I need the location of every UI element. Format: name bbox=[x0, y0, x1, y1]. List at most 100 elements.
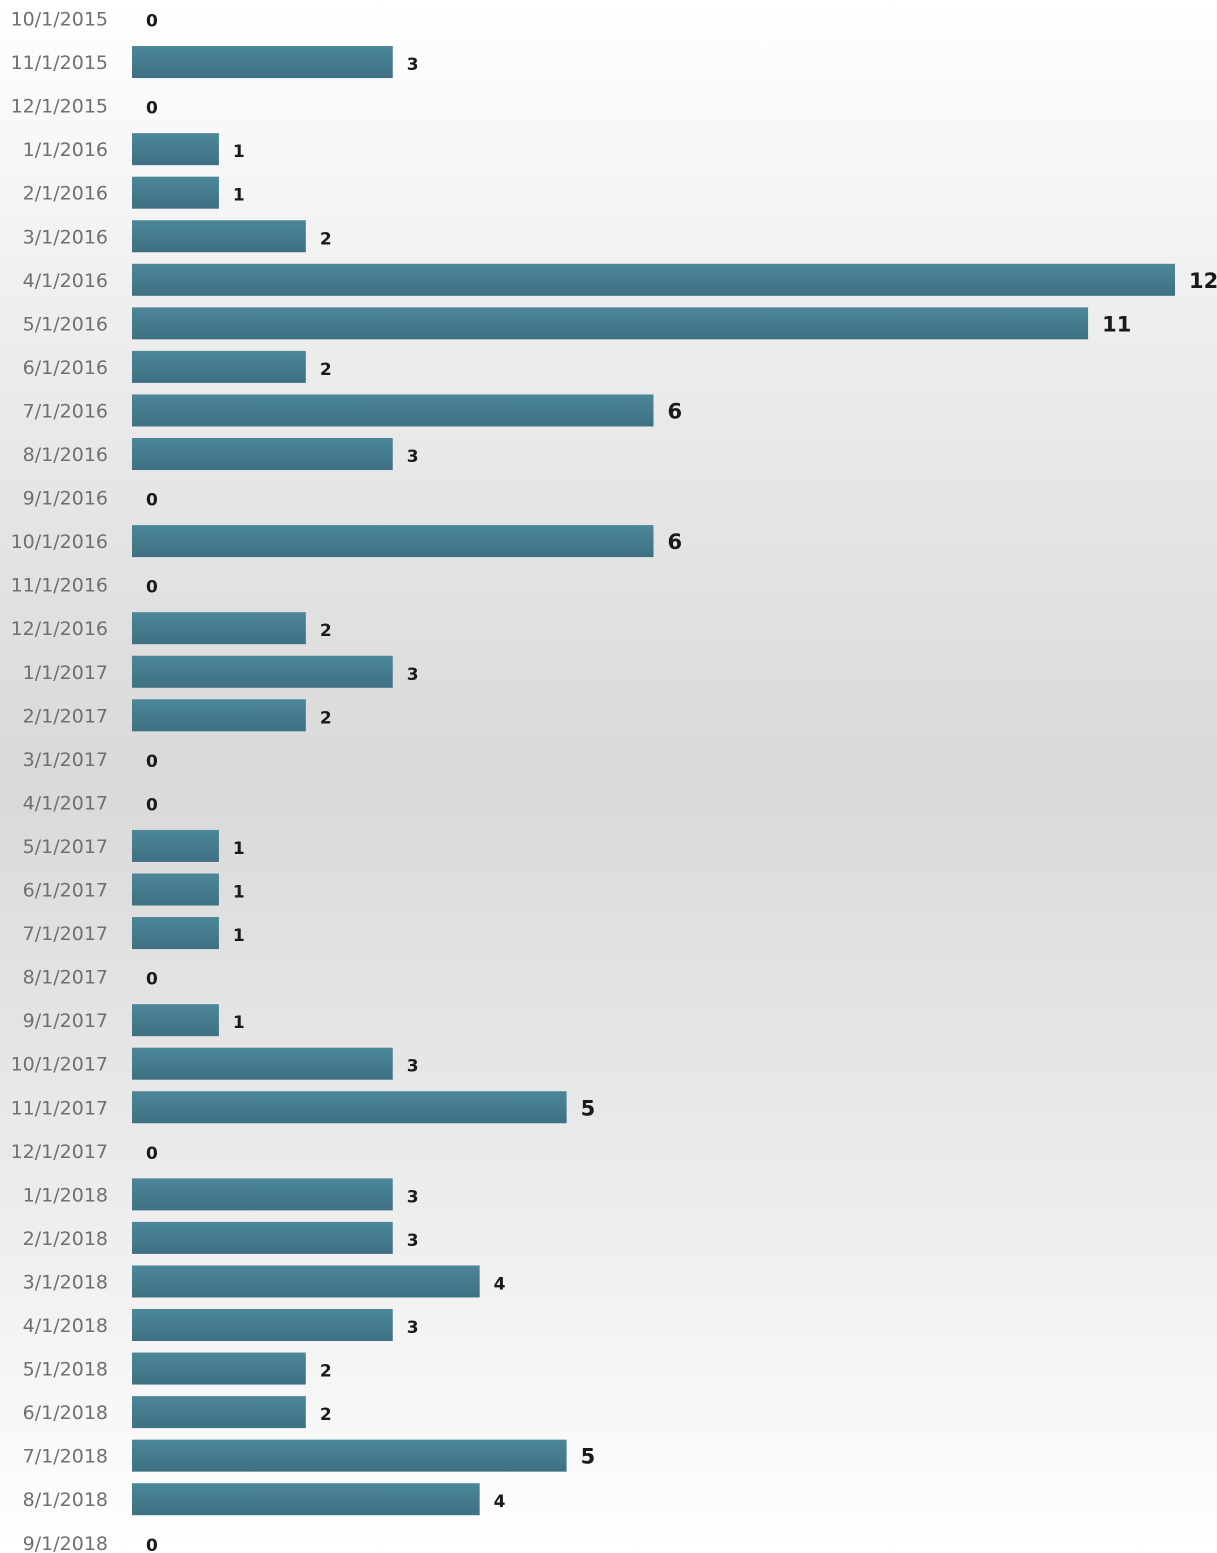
value-label: 1 bbox=[233, 839, 245, 859]
value-label: 1 bbox=[233, 926, 245, 946]
value-label: 6 bbox=[668, 399, 683, 423]
bar bbox=[132, 176, 219, 209]
bar bbox=[132, 1091, 567, 1124]
category-label: 3/1/2016 bbox=[23, 226, 108, 248]
value-label: 1 bbox=[233, 186, 245, 206]
value-label: 4 bbox=[494, 1274, 506, 1294]
bar bbox=[132, 438, 393, 470]
category-label: 9/1/2016 bbox=[23, 488, 108, 510]
value-label: 0 bbox=[146, 970, 158, 990]
category-label: 1/1/2016 bbox=[23, 139, 108, 161]
category-label: 7/1/2018 bbox=[23, 1446, 108, 1468]
category-label: 12/1/2016 bbox=[11, 618, 108, 640]
category-label: 4/1/2016 bbox=[23, 270, 108, 292]
value-label: 1 bbox=[233, 1013, 245, 1033]
category-label: 11/1/2015 bbox=[11, 52, 108, 74]
value-label: 1 bbox=[233, 142, 245, 162]
category-label: 6/1/2017 bbox=[23, 880, 108, 902]
category-label: 1/1/2017 bbox=[23, 662, 108, 684]
category-label: 5/1/2016 bbox=[23, 313, 108, 335]
category-label: 6/1/2016 bbox=[23, 357, 108, 379]
value-label: 1 bbox=[233, 883, 245, 903]
category-label: 2/1/2017 bbox=[23, 705, 108, 727]
category-label: 8/1/2016 bbox=[23, 444, 108, 466]
bar bbox=[132, 350, 306, 383]
category-label: 5/1/2018 bbox=[23, 1359, 108, 1381]
category-label: 8/1/2017 bbox=[23, 967, 108, 989]
value-label: 3 bbox=[407, 1231, 419, 1251]
category-label: 1/1/2018 bbox=[23, 1184, 108, 1206]
value-label: 2 bbox=[320, 621, 332, 641]
bars-group bbox=[132, 46, 1175, 1516]
category-label: 4/1/2017 bbox=[23, 792, 108, 814]
value-label: 0 bbox=[146, 1144, 158, 1164]
bar bbox=[132, 1178, 393, 1211]
value-label: 2 bbox=[320, 229, 332, 249]
bar bbox=[132, 1396, 306, 1429]
bar bbox=[132, 917, 219, 950]
bar bbox=[132, 655, 393, 688]
category-label: 10/1/2016 bbox=[11, 531, 108, 553]
bar bbox=[132, 263, 1175, 296]
category-label: 8/1/2018 bbox=[23, 1489, 108, 1511]
value-label: 4 bbox=[494, 1492, 506, 1512]
category-label: 10/1/2017 bbox=[11, 1054, 108, 1076]
value-label: 2 bbox=[320, 360, 332, 380]
category-label: 12/1/2017 bbox=[11, 1141, 108, 1163]
value-label: 5 bbox=[581, 1445, 596, 1469]
value-label: 3 bbox=[407, 1187, 419, 1207]
bar bbox=[132, 394, 654, 427]
bar bbox=[132, 1004, 219, 1037]
category-label: 10/1/2015 bbox=[11, 9, 108, 31]
bar bbox=[132, 133, 219, 166]
value-label: 3 bbox=[407, 55, 419, 75]
bar bbox=[132, 612, 306, 645]
bar bbox=[132, 1309, 393, 1341]
value-label: 6 bbox=[668, 530, 683, 554]
category-label: 7/1/2017 bbox=[23, 923, 108, 945]
value-label: 2 bbox=[320, 708, 332, 728]
category-label: 2/1/2016 bbox=[23, 183, 108, 205]
bar bbox=[132, 873, 219, 906]
bar bbox=[132, 829, 219, 862]
bar bbox=[132, 1265, 480, 1298]
category-label: 11/1/2016 bbox=[11, 575, 108, 597]
value-label: 0 bbox=[146, 795, 158, 815]
bar bbox=[132, 1047, 393, 1080]
bar bbox=[132, 1439, 567, 1472]
category-label: 4/1/2018 bbox=[23, 1315, 108, 1337]
bar bbox=[132, 1352, 306, 1385]
category-labels-group: 10/1/2015 11/1/2015 12/1/2015 1/1/2016 2/1/2… bbox=[11, 9, 108, 1553]
value-label: 0 bbox=[146, 12, 158, 32]
value-label: 0 bbox=[146, 491, 158, 511]
value-label: 11 bbox=[1102, 312, 1131, 336]
category-label: 12/1/2015 bbox=[11, 96, 108, 118]
value-label: 2 bbox=[320, 1362, 332, 1382]
value-label: 0 bbox=[146, 1536, 158, 1553]
value-label: 2 bbox=[320, 1405, 332, 1425]
bar bbox=[132, 525, 654, 558]
category-label: 5/1/2017 bbox=[23, 836, 108, 858]
value-label: 3 bbox=[407, 665, 419, 685]
bar bbox=[132, 1221, 393, 1254]
value-label: 3 bbox=[407, 1057, 419, 1077]
category-label: 9/1/2017 bbox=[23, 1010, 108, 1032]
category-label: 6/1/2018 bbox=[23, 1402, 108, 1424]
category-label: 7/1/2016 bbox=[23, 400, 108, 422]
value-label: 0 bbox=[146, 578, 158, 598]
value-label: 0 bbox=[146, 752, 158, 772]
value-label: 12 bbox=[1189, 269, 1217, 293]
category-label: 9/1/2018 bbox=[23, 1533, 108, 1553]
value-label: 3 bbox=[407, 447, 419, 467]
bar bbox=[132, 46, 393, 79]
bar bbox=[132, 1483, 480, 1516]
bar bbox=[132, 307, 1089, 340]
value-label: 5 bbox=[581, 1096, 596, 1120]
category-label: 2/1/2018 bbox=[23, 1228, 108, 1250]
bar bbox=[132, 220, 306, 253]
category-label: 11/1/2017 bbox=[11, 1097, 108, 1119]
category-label: 3/1/2018 bbox=[23, 1271, 108, 1293]
category-label: 3/1/2017 bbox=[23, 749, 108, 771]
